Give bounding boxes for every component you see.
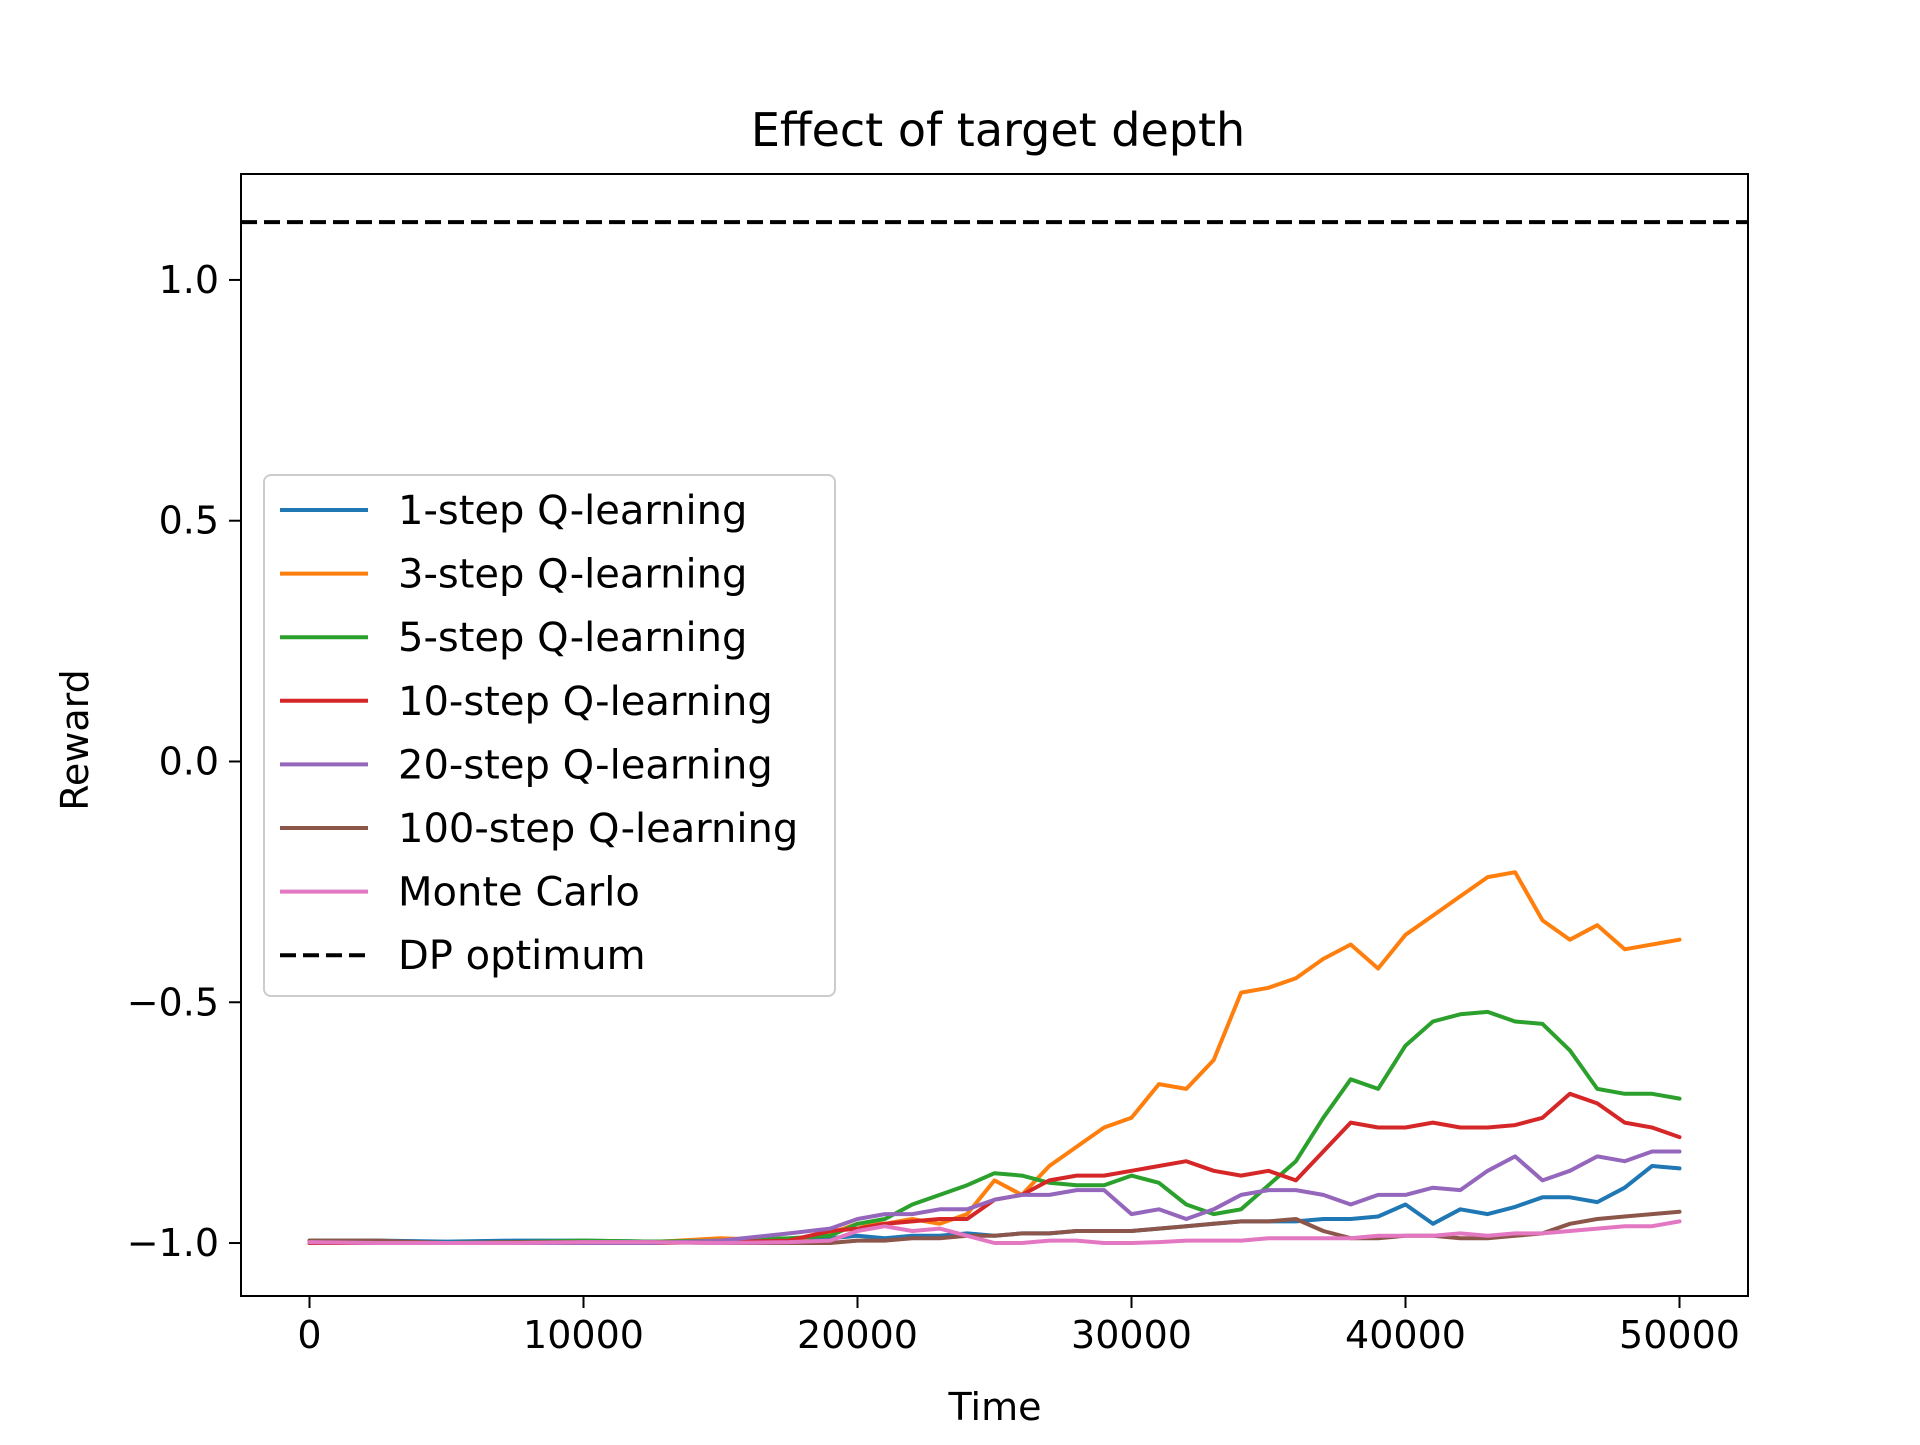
x-tick-label: 40000: [1345, 1313, 1466, 1357]
y-tick-label: 0.5: [159, 499, 219, 543]
legend-label: 1-step Q-learning: [398, 488, 747, 534]
legend-label: 100-step Q-learning: [398, 806, 798, 852]
y-axis-ticks: −1.0 −0.5 0.0 0.5 1.0: [127, 258, 241, 1265]
y-axis-label: Reward: [53, 669, 97, 811]
x-tick-label: 20000: [797, 1313, 918, 1357]
legend-box: [263, 474, 836, 997]
plot-frame: [240, 173, 1749, 1297]
x-tick-label: 10000: [523, 1313, 644, 1357]
x-axis-label: Time: [948, 1385, 1042, 1429]
legend-label: 20-step Q-learning: [398, 742, 773, 788]
series-line-4: [307, 1149, 1682, 1245]
legend-label: DP optimum: [398, 933, 646, 979]
legend-label: 5-step Q-learning: [398, 615, 747, 661]
legend-items: 1-step Q-learning 3-step Q-learning 5-step…: [280, 488, 798, 979]
legend: 1-step Q-learning 3-step Q-learning 5-step…: [263, 474, 836, 997]
series-line-6: [307, 1219, 1682, 1245]
y-tick-label: 1.0: [159, 258, 219, 302]
legend-label: 3-step Q-learning: [398, 552, 747, 598]
x-axis-ticks: 0 10000 20000 30000 40000 50000: [297, 1296, 1740, 1357]
chart-title: Effect of target depth: [751, 103, 1245, 157]
x-tick-label: 50000: [1619, 1313, 1740, 1357]
y-tick-label: −0.5: [127, 980, 219, 1024]
legend-label: Monte Carlo: [398, 870, 640, 916]
legend-label: 10-step Q-learning: [398, 679, 773, 725]
y-tick-label: 0.0: [159, 739, 219, 783]
x-tick-label: 30000: [1071, 1313, 1192, 1357]
plot-series: [241, 220, 1748, 1245]
y-tick-label: −1.0: [127, 1221, 219, 1265]
x-tick-label: 0: [297, 1313, 321, 1357]
